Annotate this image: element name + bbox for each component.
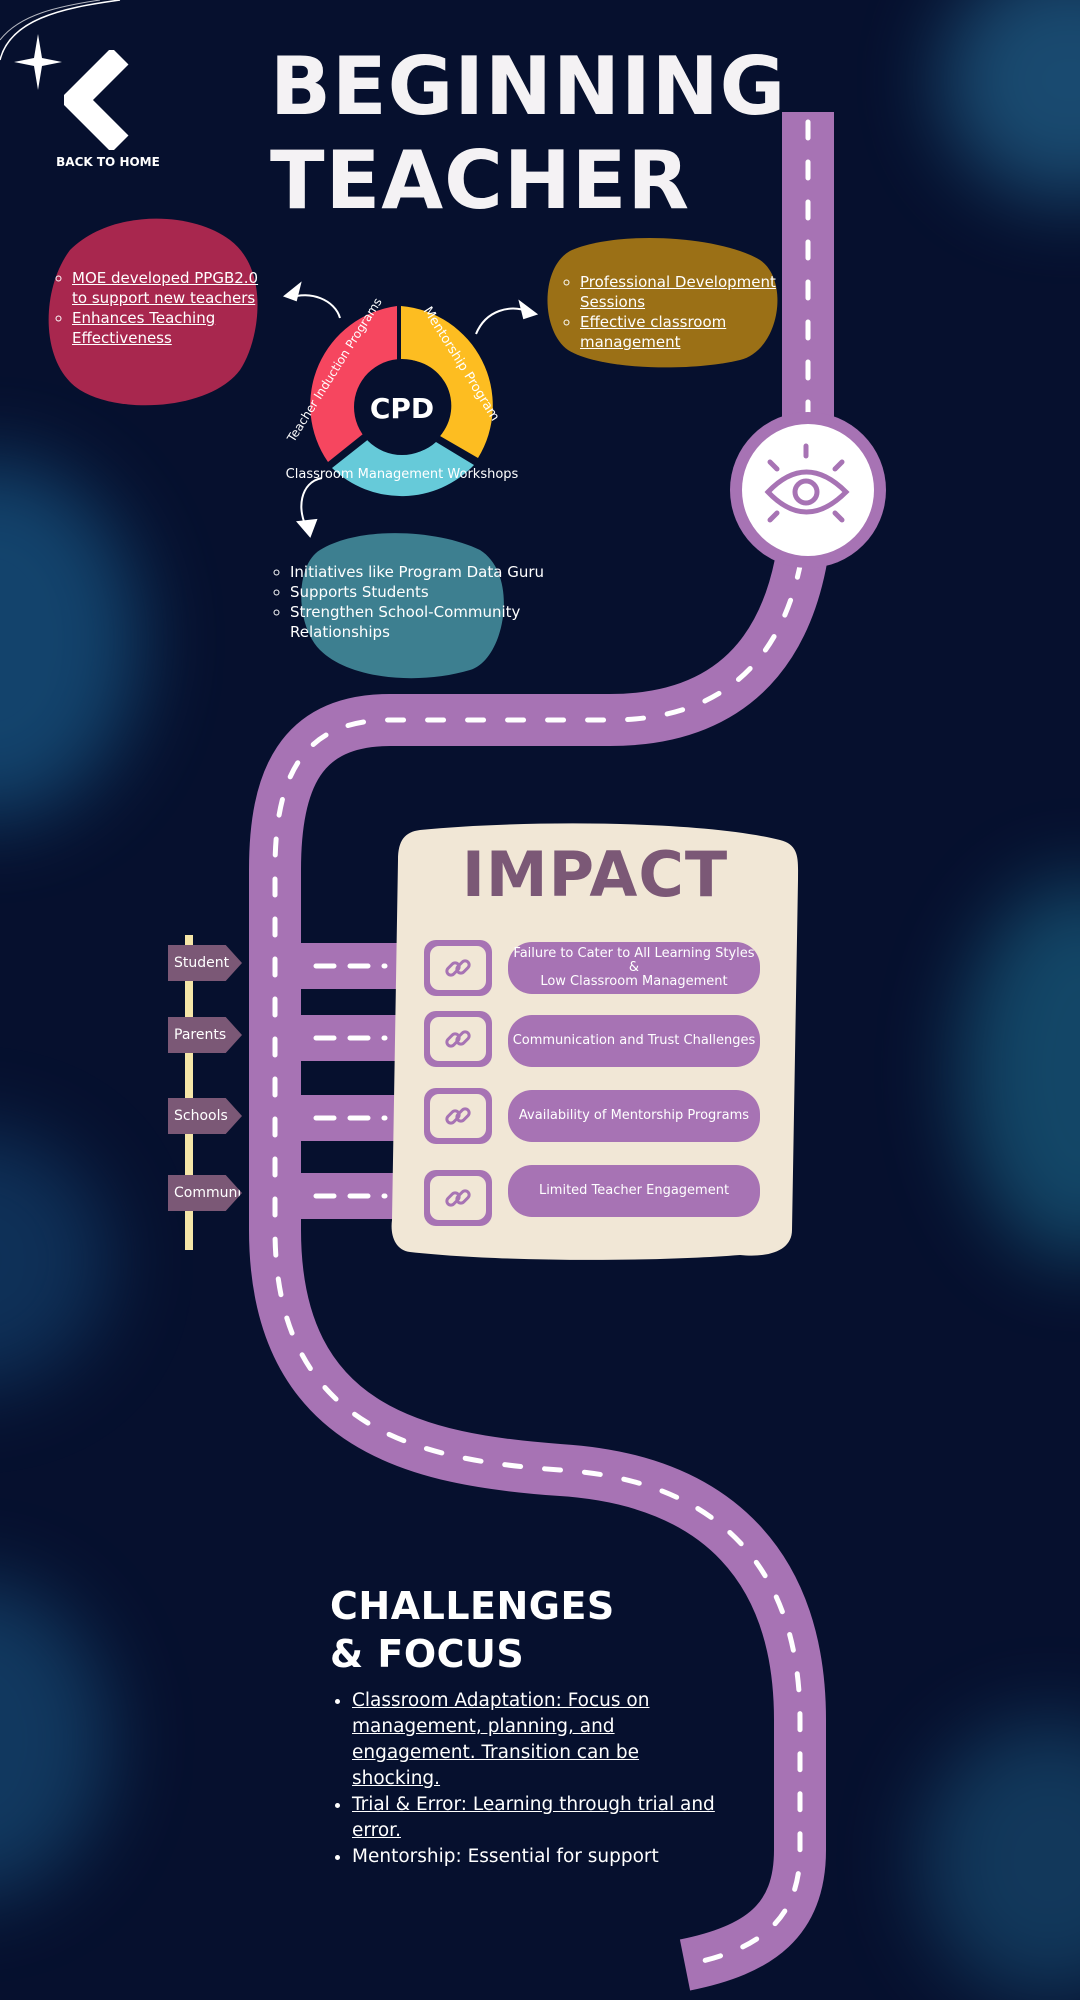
challenges-title-line1: CHALLENGES xyxy=(330,1584,615,1628)
blob-right-list: Professional Development Sessions Effect… xyxy=(560,272,800,352)
page-title-line1: BEGINNING xyxy=(270,40,787,133)
signpost-community: Community xyxy=(168,1175,242,1211)
list-item: Effective classroom management xyxy=(580,312,800,352)
cpd-segment-induction xyxy=(310,306,397,462)
list-item: Initiatives like Program Data Guru xyxy=(290,562,570,582)
issue-pill: Limited Teacher Engagement xyxy=(508,1165,760,1217)
issue-pill: Availability of Mentorship Programs xyxy=(508,1090,760,1142)
cpd-center-label: CPD xyxy=(370,392,434,425)
link-icon xyxy=(445,1107,471,1125)
swirl-decoration xyxy=(0,0,101,41)
list-item: MOE developed PPGB2.0 to support new tea… xyxy=(72,268,272,308)
challenges-title-line2: & FOCUS xyxy=(330,1632,525,1676)
swirl-decoration xyxy=(0,0,121,61)
link-icon xyxy=(445,959,471,977)
blob-left-list: MOE developed PPGB2.0 to support new tea… xyxy=(52,268,272,348)
signpost-student: Student xyxy=(168,945,242,981)
challenges-list: Classroom Adaptation: Focus on managemen… xyxy=(328,1688,732,1870)
link-button[interactable] xyxy=(424,940,492,996)
challenge-link[interactable]: Trial & Error: Learning through trial an… xyxy=(352,1794,715,1841)
link-button[interactable] xyxy=(424,1011,492,1067)
link-icon xyxy=(445,1189,471,1207)
cpd-segment-workshops xyxy=(332,438,474,497)
issue-pill: Communication and Trust Challenges xyxy=(508,1015,760,1067)
blob-left-shape xyxy=(48,218,258,406)
list-item: Mentorship: Essential for support xyxy=(352,1844,732,1870)
back-label[interactable]: BACK TO HOME xyxy=(56,155,160,169)
signpost-pole xyxy=(185,935,193,1250)
blob-bottom-list: Initiatives like Program Data Guru Suppo… xyxy=(270,562,570,642)
cpd-segment-label: Classroom Management Workshops xyxy=(286,467,519,482)
challenges-title: CHALLENGES & FOCUS xyxy=(330,1582,615,1678)
blob-right-link[interactable]: Effective classroom management xyxy=(580,313,727,351)
blob-right-shape xyxy=(547,237,778,368)
list-item: Professional Development Sessions xyxy=(580,272,800,312)
page-title: BEGINNING TEACHER xyxy=(270,40,786,228)
list-item: Supports Students xyxy=(290,582,570,602)
list-item: Strengthen School-Community Relationship… xyxy=(290,602,570,642)
road-dashes xyxy=(272,119,811,1968)
back-button[interactable] xyxy=(59,47,154,170)
challenge-link[interactable]: Classroom Adaptation: Focus on managemen… xyxy=(352,1690,650,1789)
chevron-left-icon xyxy=(59,47,129,153)
issue-pill: Failure to Cater to All Learning Styles … xyxy=(508,942,760,994)
curved-arrow-icon xyxy=(282,281,539,538)
cpd-segment-mentorship xyxy=(401,306,493,458)
eye-badge xyxy=(730,412,886,568)
blob-right-link[interactable]: Professional Development Sessions xyxy=(580,273,776,311)
blob-left-link[interactable]: MOE developed PPGB2.0 to support new tea… xyxy=(72,269,259,307)
impact-title: IMPACT xyxy=(461,838,729,911)
page-title-line2: TEACHER xyxy=(270,134,691,227)
list-item: Trial & Error: Learning through trial an… xyxy=(352,1792,732,1844)
signpost-schools: Schools xyxy=(168,1098,242,1134)
eye-icon xyxy=(764,443,850,523)
cpd-donut: CPD Teacher Induction Programs Mentorshi… xyxy=(284,295,519,497)
sparkle-icon xyxy=(14,34,62,90)
link-button[interactable] xyxy=(424,1170,492,1226)
blob-bottom-shape xyxy=(301,533,504,679)
link-icon xyxy=(445,1030,471,1048)
list-item: Enhances Teaching Effectiveness xyxy=(72,308,272,348)
list-item: Classroom Adaptation: Focus on managemen… xyxy=(352,1688,732,1792)
blob-left-link[interactable]: Enhances Teaching Effectiveness xyxy=(72,309,216,347)
road-branches xyxy=(300,943,400,1219)
link-button[interactable] xyxy=(424,1088,492,1144)
signpost-parents: Parents xyxy=(168,1017,242,1053)
